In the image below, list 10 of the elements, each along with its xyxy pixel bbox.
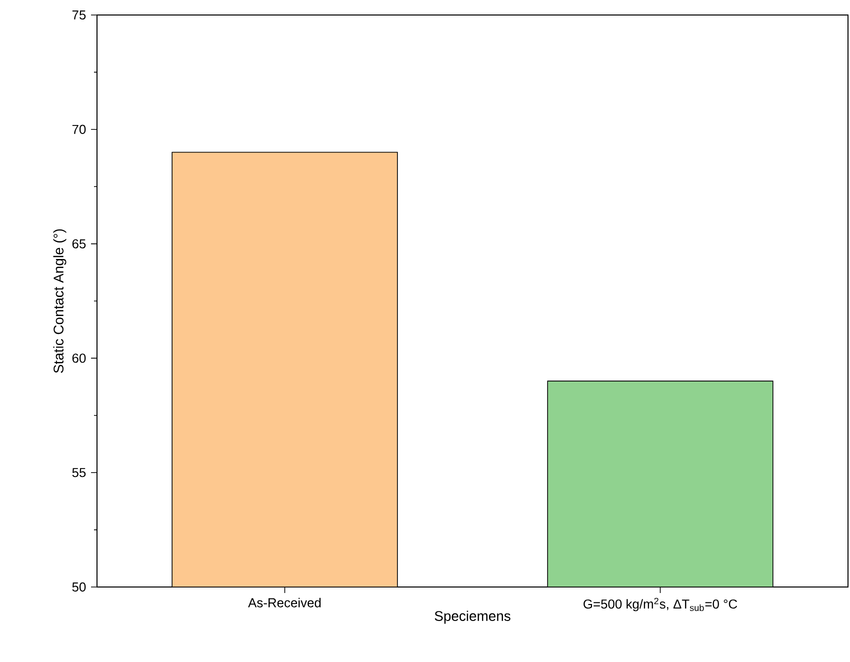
- x-tick-label: As-Received: [248, 598, 321, 608]
- y-tick-label: 50: [72, 582, 86, 592]
- y-tick-label: 75: [72, 10, 86, 20]
- y-axis-title: Static Contact Angle (°): [53, 229, 66, 373]
- y-tick-label: 60: [72, 354, 86, 363]
- y-tick-label: 55: [72, 468, 86, 478]
- y-tick-label: 70: [72, 124, 86, 134]
- y-tick-label: 65: [72, 239, 86, 248]
- x-axis-title: Speciemens: [434, 610, 510, 624]
- x-tick-label: G=500 kg/m$^{2}$s, ΔT$_{sub}$=0 °C: [584, 598, 738, 612]
